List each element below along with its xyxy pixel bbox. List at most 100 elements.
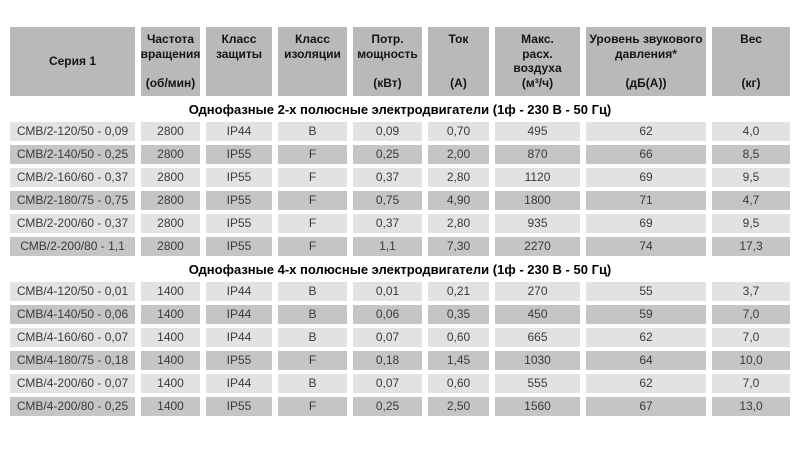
- value-cell: 1400: [141, 327, 200, 347]
- value-cell: 64: [586, 350, 706, 370]
- column-header-2: Частота вращения (об/мин): [141, 27, 200, 96]
- value-cell: 0,25: [353, 144, 422, 164]
- column-label: Ток: [448, 32, 469, 46]
- value-cell: 2800: [141, 121, 200, 141]
- table-head: Серия 1 Частота вращения (об/мин) Класс защ…: [10, 27, 790, 96]
- value-cell: 0,70: [428, 121, 489, 141]
- table-row: СМВ/2-160/60 - 0,37 2800 IP55 F 0,37 2,80 1120…: [10, 167, 790, 187]
- value-cell: B: [278, 373, 347, 393]
- table-row: СМВ/2-120/50 - 0,09 2800 IP44 B 0,09 0,70 495 6…: [10, 121, 790, 141]
- table-body: Однофазные 2-х полюсные электродвигатели…: [10, 99, 790, 416]
- value-cell: F: [278, 213, 347, 233]
- value-cell: IP55: [206, 167, 272, 187]
- value-cell: 0,37: [353, 167, 422, 187]
- value-cell: F: [278, 167, 347, 187]
- column-label: Частота вращения: [140, 32, 201, 61]
- value-cell: IP55: [206, 144, 272, 164]
- model-name-cell: СМВ/4-120/50 - 0,01: [10, 281, 135, 301]
- value-cell: 0,75: [353, 190, 422, 210]
- value-cell: 0,09: [353, 121, 422, 141]
- section-title: Однофазные 4-х полюсные электродвигатели…: [10, 259, 790, 278]
- value-cell: 270: [495, 281, 580, 301]
- model-name-cell: СМВ/4-140/50 - 0,06: [10, 304, 135, 324]
- value-cell: 0,37: [353, 213, 422, 233]
- value-cell: 2,80: [428, 213, 489, 233]
- value-cell: 3,7: [712, 281, 790, 301]
- value-cell: 0,35: [428, 304, 489, 324]
- table-row: СМВ/4-180/75 - 0,18 1400 IP55 F 0,18 1,45 1030…: [10, 350, 790, 370]
- value-cell: IP55: [206, 396, 272, 416]
- value-cell: 2800: [141, 213, 200, 233]
- value-cell: 1,45: [428, 350, 489, 370]
- model-name-cell: СМВ/4-200/80 - 0,25: [10, 396, 135, 416]
- table-row: СМВ/2-200/60 - 0,37 2800 IP55 F 0,37 2,80 935 6…: [10, 213, 790, 233]
- value-cell: 17,3: [712, 236, 790, 256]
- value-cell: 2800: [141, 236, 200, 256]
- model-name-cell: СМВ/2-120/50 - 0,09: [10, 121, 135, 141]
- value-cell: IP55: [206, 190, 272, 210]
- value-cell: 1560: [495, 396, 580, 416]
- value-cell: IP44: [206, 327, 272, 347]
- value-cell: 2,00: [428, 144, 489, 164]
- value-cell: 62: [586, 121, 706, 141]
- value-cell: F: [278, 350, 347, 370]
- value-cell: 9,5: [712, 167, 790, 187]
- value-cell: F: [278, 236, 347, 256]
- column-header-1: Серия 1: [10, 27, 135, 96]
- value-cell: IP55: [206, 236, 272, 256]
- value-cell: 0,21: [428, 281, 489, 301]
- value-cell: 9,5: [712, 213, 790, 233]
- value-cell: 665: [495, 327, 580, 347]
- column-header-4: Класс изоляции: [278, 27, 347, 96]
- value-cell: 2800: [141, 167, 200, 187]
- value-cell: 2,50: [428, 396, 489, 416]
- value-cell: 1400: [141, 350, 200, 370]
- value-cell: 7,0: [712, 327, 790, 347]
- value-cell: 59: [586, 304, 706, 324]
- column-header-3: Класс защиты: [206, 27, 272, 96]
- value-cell: F: [278, 144, 347, 164]
- value-cell: IP55: [206, 350, 272, 370]
- value-cell: 450: [495, 304, 580, 324]
- model-name-cell: СМВ/2-200/80 - 1,1: [10, 236, 135, 256]
- value-cell: 69: [586, 167, 706, 187]
- table-row: СМВ/4-160/60 - 0,07 1400 IP44 B 0,07 0,60 665 6…: [10, 327, 790, 347]
- column-label: Потр. мощность: [357, 32, 418, 61]
- table-row: СМВ/4-200/60 - 0,07 1400 IP44 B 0,07 0,60 555 6…: [10, 373, 790, 393]
- column-header-7: Макс. расх. воздуха (м³/ч): [495, 27, 580, 96]
- column-header-6: Ток (А): [428, 27, 489, 96]
- value-cell: 10,0: [712, 350, 790, 370]
- value-cell: 1400: [141, 396, 200, 416]
- value-cell: 1800: [495, 190, 580, 210]
- value-cell: 495: [495, 121, 580, 141]
- value-cell: 4,90: [428, 190, 489, 210]
- value-cell: 8,5: [712, 144, 790, 164]
- value-cell: 870: [495, 144, 580, 164]
- column-label: Серия 1: [48, 53, 97, 68]
- column-unit: (А): [450, 75, 467, 90]
- model-name-cell: СМВ/4-200/60 - 0,07: [10, 373, 135, 393]
- value-cell: 7,0: [712, 304, 790, 324]
- value-cell: 69: [586, 213, 706, 233]
- value-cell: IP44: [206, 304, 272, 324]
- value-cell: F: [278, 396, 347, 416]
- value-cell: 0,06: [353, 304, 422, 324]
- column-header-8: Уровень звукового давления* (дБ(А)): [586, 27, 706, 96]
- value-cell: 1030: [495, 350, 580, 370]
- column-label: Класс защиты: [215, 32, 263, 61]
- column-header-9: Вес (кг): [712, 27, 790, 96]
- value-cell: F: [278, 190, 347, 210]
- value-cell: 0,01: [353, 281, 422, 301]
- value-cell: B: [278, 304, 347, 324]
- value-cell: 0,07: [353, 327, 422, 347]
- model-name-cell: СМВ/2-160/60 - 0,37: [10, 167, 135, 187]
- model-name-cell: СМВ/2-180/75 - 0,75: [10, 190, 135, 210]
- value-cell: IP44: [206, 373, 272, 393]
- value-cell: 0,60: [428, 373, 489, 393]
- column-label: Класс изоляции: [284, 32, 341, 61]
- value-cell: 71: [586, 190, 706, 210]
- value-cell: 55: [586, 281, 706, 301]
- value-cell: 66: [586, 144, 706, 164]
- value-cell: B: [278, 327, 347, 347]
- model-name-cell: СМВ/4-180/75 - 0,18: [10, 350, 135, 370]
